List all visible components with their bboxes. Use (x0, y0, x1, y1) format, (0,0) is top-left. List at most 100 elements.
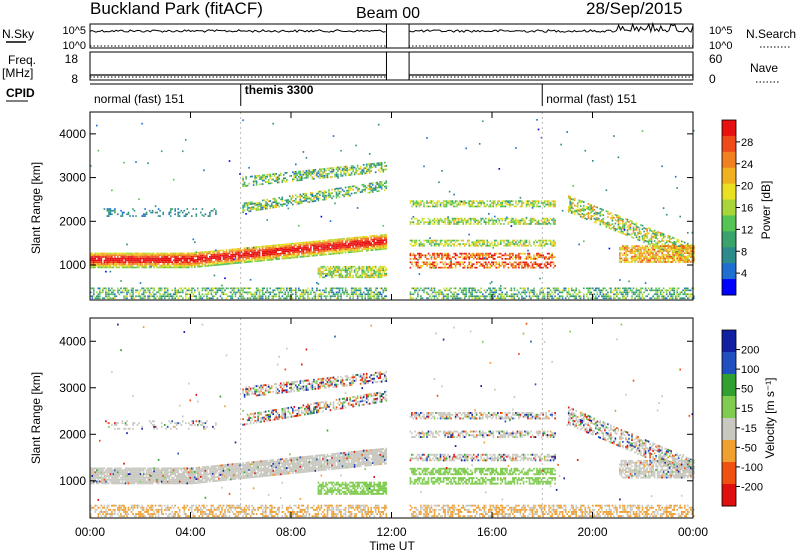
heatmap-cell (163, 266, 166, 269)
heatmap-cell (368, 242, 371, 245)
heatmap-cell (100, 259, 103, 262)
heatmap-cell (423, 261, 425, 264)
heatmap-cell (519, 287, 522, 290)
heatmap-cell (459, 287, 461, 290)
heatmap-cell (320, 173, 323, 176)
heatmap-cell (160, 295, 163, 298)
heatmap-cell (515, 147, 517, 149)
heatmap-cell (326, 239, 329, 242)
heatmap-cell (298, 289, 300, 292)
heatmap-cell (504, 261, 507, 264)
heatmap-cell (382, 168, 385, 171)
heatmap-cell (320, 297, 323, 300)
heatmap-cell (500, 241, 502, 244)
heatmap-cell (525, 216, 528, 219)
heatmap-cell (482, 295, 484, 298)
heatmap-cell (344, 250, 347, 252)
heatmap-cell (355, 238, 357, 241)
heatmap-cell (136, 254, 139, 256)
heatmap-cell (418, 243, 421, 245)
heatmap-cell (248, 201, 250, 204)
heatmap-cell (343, 265, 345, 268)
heatmap-cell (186, 293, 189, 296)
heatmap-cell (515, 200, 517, 202)
heatmap-cell (412, 293, 415, 296)
heatmap-cell (222, 291, 225, 294)
heatmap-cell (353, 238, 356, 241)
heatmap-cell (480, 202, 482, 204)
heatmap-cell (286, 245, 288, 247)
heatmap-cell (207, 215, 210, 217)
heatmap-cell (97, 295, 100, 298)
heatmap-cell (94, 264, 97, 267)
heatmap-cell (150, 295, 152, 298)
heatmap-cell (188, 254, 190, 256)
heatmap-cell (385, 246, 388, 248)
heatmap-cell (489, 263, 492, 265)
heatmap-cell (317, 175, 320, 178)
heatmap-cell (301, 195, 303, 197)
heatmap-cell (337, 269, 339, 272)
heatmap-cell (409, 254, 412, 257)
heatmap-cell (269, 287, 271, 290)
heatmap-cell (497, 202, 499, 204)
heatmap-cell (215, 257, 217, 259)
heatmap-cell (478, 289, 481, 292)
heatmap-cell (427, 258, 430, 260)
heatmap-cell (242, 289, 244, 292)
heatmap-cell (515, 219, 517, 222)
heatmap-cell (492, 247, 495, 249)
heatmap-cell (109, 256, 112, 258)
heatmap-cell (385, 269, 388, 272)
heatmap-cell (257, 205, 259, 208)
heatmap-cell (150, 256, 152, 258)
heatmap-cell (299, 179, 302, 181)
heatmap-cell (192, 254, 195, 256)
heatmap-cell (335, 245, 338, 248)
heatmap-cell (210, 250, 213, 253)
heatmap-cell (251, 203, 253, 205)
heatmap-cell (323, 191, 326, 194)
heatmap-cell (129, 254, 131, 256)
heatmap-cell (462, 219, 464, 222)
heatmap-cell (212, 289, 214, 292)
heatmap-cell (352, 293, 354, 296)
heatmap-cell (551, 258, 553, 260)
heatmap-cell (293, 253, 296, 255)
heatmap-cell (279, 172, 282, 175)
heatmap-cell (438, 244, 440, 247)
heatmap-cell (427, 287, 430, 290)
heatmap-cell (106, 215, 109, 217)
heatmap-cell (373, 189, 375, 191)
heatmap-cell (112, 291, 115, 294)
heatmap-cell (426, 258, 428, 260)
heatmap-cell (111, 259, 113, 262)
heatmap-cell (264, 295, 267, 298)
heatmap-cell (436, 252, 439, 255)
heatmap-cell (96, 254, 98, 256)
heatmap-cell (254, 293, 256, 296)
heatmap-cell (549, 261, 552, 264)
heatmap-cell (335, 191, 338, 194)
heatmap-cell (269, 200, 271, 202)
heatmap-cell (292, 256, 294, 259)
heatmap-cell (233, 287, 235, 290)
heatmap-cell (237, 260, 240, 262)
heatmap-cell (468, 202, 470, 204)
heatmap-cell (320, 245, 323, 248)
heatmap-cell (132, 215, 134, 217)
heatmap-cell (212, 250, 214, 253)
heatmap-cell (442, 221, 445, 223)
heatmap-cell (364, 188, 366, 191)
heatmap-cell (289, 250, 291, 252)
heatmap-cell (103, 261, 106, 263)
heatmap-cell (350, 244, 353, 246)
heatmap-cell (530, 223, 532, 225)
heatmap-cell (331, 240, 333, 243)
heatmap-cell (267, 295, 270, 298)
heatmap-cell (450, 239, 452, 242)
heatmap-cell (522, 291, 525, 294)
heatmap-cell (242, 206, 244, 208)
heatmap-cell (278, 197, 280, 199)
heatmap-cell (513, 239, 516, 242)
